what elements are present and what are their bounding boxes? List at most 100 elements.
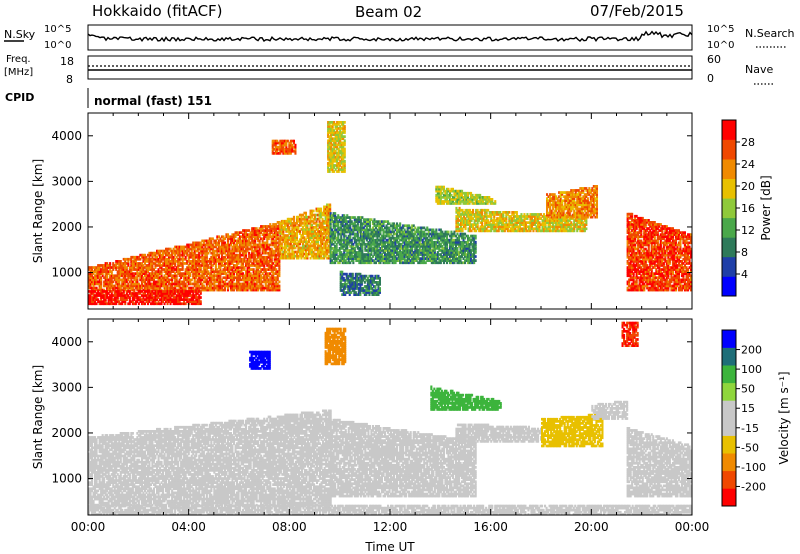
power-cell xyxy=(323,236,326,239)
power-cell xyxy=(234,235,237,239)
power-cell xyxy=(234,233,237,236)
power-cell xyxy=(263,225,266,228)
power-cell xyxy=(435,228,438,232)
power-cell xyxy=(451,234,454,238)
power-cell xyxy=(267,274,270,278)
power-cell xyxy=(311,230,314,233)
power-cell xyxy=(134,276,137,280)
power-cell xyxy=(175,300,178,303)
power-cell xyxy=(317,254,320,258)
power-cell xyxy=(100,270,103,273)
power-cell xyxy=(359,228,362,232)
power-cell xyxy=(219,274,222,278)
power-cell xyxy=(368,240,371,244)
power-cell xyxy=(364,242,367,246)
power-cell xyxy=(441,230,444,234)
power-cell xyxy=(254,235,257,239)
power-cell xyxy=(131,264,134,267)
power-cell xyxy=(166,296,169,299)
power-cell xyxy=(424,249,427,252)
power-cell xyxy=(467,247,470,250)
power-cell xyxy=(356,236,359,240)
power-cell xyxy=(367,261,370,265)
power-cell xyxy=(236,239,239,243)
power-cell xyxy=(91,272,94,275)
power-cell xyxy=(127,278,130,282)
power-cell xyxy=(464,232,467,236)
power-cell xyxy=(242,272,245,275)
power-cell xyxy=(331,255,334,258)
power-cell xyxy=(276,276,279,280)
power-cell xyxy=(370,234,373,238)
power-cell xyxy=(122,270,125,273)
power-cell xyxy=(222,237,225,241)
power-cell xyxy=(249,257,252,261)
power-cell xyxy=(214,241,217,245)
power-cell xyxy=(134,286,137,290)
power-cell xyxy=(315,217,318,221)
power-cell xyxy=(414,259,417,262)
power-cell xyxy=(435,257,438,260)
power-cell xyxy=(364,259,367,262)
power-cell xyxy=(275,270,278,273)
power-cell xyxy=(432,242,435,246)
power-cell xyxy=(112,288,115,292)
power-cell xyxy=(430,230,433,234)
power-cell xyxy=(198,288,201,292)
power-cell xyxy=(303,221,306,225)
power-cell xyxy=(214,270,217,273)
power-cell xyxy=(444,247,447,250)
power-cell xyxy=(202,280,205,284)
power-cell xyxy=(245,276,248,280)
power-cell xyxy=(312,246,315,250)
power-cell xyxy=(168,260,171,263)
power-cell xyxy=(255,274,258,278)
power-cell xyxy=(379,249,382,252)
power-cell xyxy=(418,253,421,256)
power-cell xyxy=(255,268,258,271)
power-cell xyxy=(337,236,340,240)
power-cell xyxy=(121,274,124,278)
power-cell xyxy=(199,266,202,269)
power-cell xyxy=(231,253,234,257)
power-cell xyxy=(258,266,261,269)
power-cell xyxy=(174,257,177,261)
power-cell xyxy=(280,232,283,235)
power-cell xyxy=(309,211,312,215)
power-cell xyxy=(390,259,393,262)
power-cell xyxy=(263,257,266,261)
power-cell xyxy=(124,296,127,299)
power-cell xyxy=(421,230,424,234)
power-cell xyxy=(406,259,409,262)
power-cell xyxy=(314,221,317,225)
power-cell xyxy=(149,294,152,297)
power-cell xyxy=(312,209,315,213)
power-cell xyxy=(359,232,362,236)
power-cell xyxy=(295,250,298,254)
power-cell xyxy=(269,227,272,230)
power-cell xyxy=(397,259,400,262)
power-cell xyxy=(236,272,239,275)
power-cell xyxy=(100,264,103,267)
power-cell xyxy=(133,255,136,259)
power-cell xyxy=(384,251,387,254)
power-cell xyxy=(273,260,276,263)
power-cell xyxy=(156,272,159,275)
power-cell xyxy=(219,266,222,269)
power-cell xyxy=(190,255,193,259)
power-cell xyxy=(337,222,340,226)
power-cell xyxy=(171,300,174,303)
power-cell xyxy=(210,260,213,263)
power-cell xyxy=(321,248,324,252)
power-cell xyxy=(131,276,134,280)
power-cell xyxy=(160,253,163,257)
power-cell xyxy=(251,245,254,249)
power-cell xyxy=(211,257,214,261)
power-cell xyxy=(205,253,208,257)
power-cell xyxy=(432,249,435,252)
power-cell xyxy=(373,247,376,250)
power-cell xyxy=(385,226,388,230)
power-cell xyxy=(95,298,98,301)
power-cell xyxy=(151,298,154,301)
power-cell xyxy=(439,230,442,234)
